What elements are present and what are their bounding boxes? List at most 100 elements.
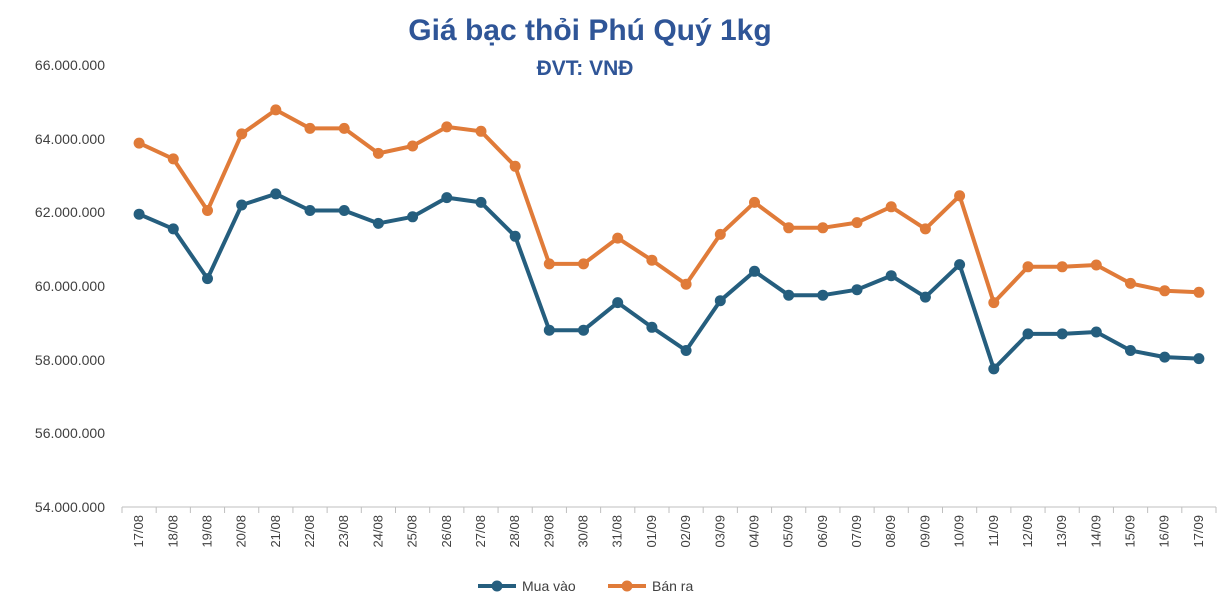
data-point <box>475 125 487 137</box>
data-point <box>749 196 760 208</box>
x-tick-label: 20/08 <box>234 515 249 548</box>
x-tick-label: 07/09 <box>849 515 864 548</box>
x-tick-label: 16/09 <box>1157 515 1172 548</box>
data-point <box>236 199 248 211</box>
data-point <box>270 188 282 200</box>
data-point <box>714 228 726 240</box>
data-point <box>954 259 966 271</box>
data-point <box>1022 261 1034 273</box>
data-point <box>1125 345 1136 356</box>
data-point <box>954 190 966 202</box>
x-tick-label: 30/08 <box>576 515 591 548</box>
data-point <box>133 208 145 220</box>
x-tick-label: 08/09 <box>883 515 898 548</box>
data-point <box>1090 326 1102 338</box>
data-point <box>1193 353 1205 365</box>
x-tick-label: 13/09 <box>1054 515 1069 548</box>
data-point <box>680 345 692 356</box>
y-tick-label: 56.000.000 <box>35 425 105 441</box>
data-point <box>270 104 282 116</box>
data-point <box>885 270 897 282</box>
data-point <box>509 230 521 242</box>
data-point <box>749 265 760 277</box>
y-tick-label: 64.000.000 <box>35 131 105 147</box>
data-point <box>919 223 931 235</box>
x-tick-label: 28/08 <box>507 515 522 548</box>
x-tick-label: 12/09 <box>1020 515 1035 548</box>
data-point <box>851 284 863 296</box>
data-point <box>167 153 179 165</box>
data-point <box>885 201 897 213</box>
data-point <box>372 217 384 229</box>
x-axis: 17/08 18/08 19/08 20/08 21/08 22/08 23/08 24/08… <box>121 506 1217 548</box>
data-point <box>612 232 624 244</box>
legend: Mua vào Bán ra <box>478 578 693 594</box>
data-point <box>407 140 419 152</box>
chart-subtitle: ĐVT: VNĐ <box>537 57 634 80</box>
x-tick-label: 05/09 <box>781 515 796 548</box>
data-point <box>988 297 1000 309</box>
data-point <box>509 160 521 172</box>
x-tick-label: 02/09 <box>678 515 693 548</box>
data-point <box>1193 286 1205 298</box>
data-point <box>543 258 555 270</box>
data-point <box>680 278 692 290</box>
data-point <box>578 324 589 336</box>
series-line-0 <box>137 191 1201 371</box>
series-line-1 <box>137 107 1201 305</box>
x-tick-label: 18/08 <box>165 515 180 548</box>
x-tick-label: 31/08 <box>610 515 625 548</box>
y-tick-label: 60.000.000 <box>35 278 105 294</box>
data-point <box>646 254 658 266</box>
legend-marker-ban-ra <box>621 580 633 592</box>
data-point <box>202 273 213 285</box>
data-point <box>578 258 589 270</box>
data-point <box>338 205 350 216</box>
x-tick-label: 17/09 <box>1191 515 1206 548</box>
x-tick-label: 15/09 <box>1123 515 1138 548</box>
series-layer <box>133 104 1205 375</box>
data-point <box>1159 351 1171 363</box>
data-point <box>372 147 384 159</box>
x-tick-label: 24/08 <box>370 515 385 548</box>
data-point <box>1022 328 1034 340</box>
x-tick-label: 11/09 <box>986 515 1001 547</box>
data-point <box>441 121 453 133</box>
data-point <box>783 289 795 301</box>
data-point <box>1159 285 1171 297</box>
x-tick-label: 03/09 <box>712 515 727 548</box>
data-point <box>612 297 624 309</box>
x-tick-label: 21/08 <box>268 515 283 548</box>
x-tick-label: 04/09 <box>746 515 761 548</box>
chart-title: Giá bạc thỏi Phú Quý 1kg <box>408 14 771 47</box>
data-point <box>1125 277 1136 289</box>
y-tick-label: 54.000.000 <box>35 499 105 515</box>
data-point <box>475 196 487 208</box>
data-point <box>783 222 795 234</box>
data-point <box>304 122 316 134</box>
x-tick-label: 09/09 <box>917 515 932 548</box>
data-point <box>817 222 829 234</box>
x-tick-label: 27/08 <box>473 515 488 548</box>
x-tick-label: 10/09 <box>952 515 967 548</box>
x-tick-label: 29/08 <box>541 515 556 548</box>
data-point <box>338 122 350 134</box>
x-tick-label: 19/08 <box>199 515 214 548</box>
legend-marker-mua-vao <box>491 580 503 592</box>
data-point <box>1056 328 1068 340</box>
data-point <box>1056 261 1068 273</box>
data-point <box>817 289 829 301</box>
y-tick-label: 62.000.000 <box>35 204 105 220</box>
data-point <box>919 291 931 303</box>
y-tick-label: 58.000.000 <box>35 352 105 368</box>
legend-label-mua-vao: Mua vào <box>522 578 576 594</box>
x-tick-label: 06/09 <box>815 515 830 548</box>
x-tick-label: 25/08 <box>405 515 420 548</box>
y-tick-label: 66.000.000 <box>35 57 105 73</box>
data-point <box>236 128 248 140</box>
data-point <box>543 324 555 336</box>
data-point <box>167 223 179 235</box>
data-point <box>646 321 658 333</box>
data-point <box>133 137 145 149</box>
